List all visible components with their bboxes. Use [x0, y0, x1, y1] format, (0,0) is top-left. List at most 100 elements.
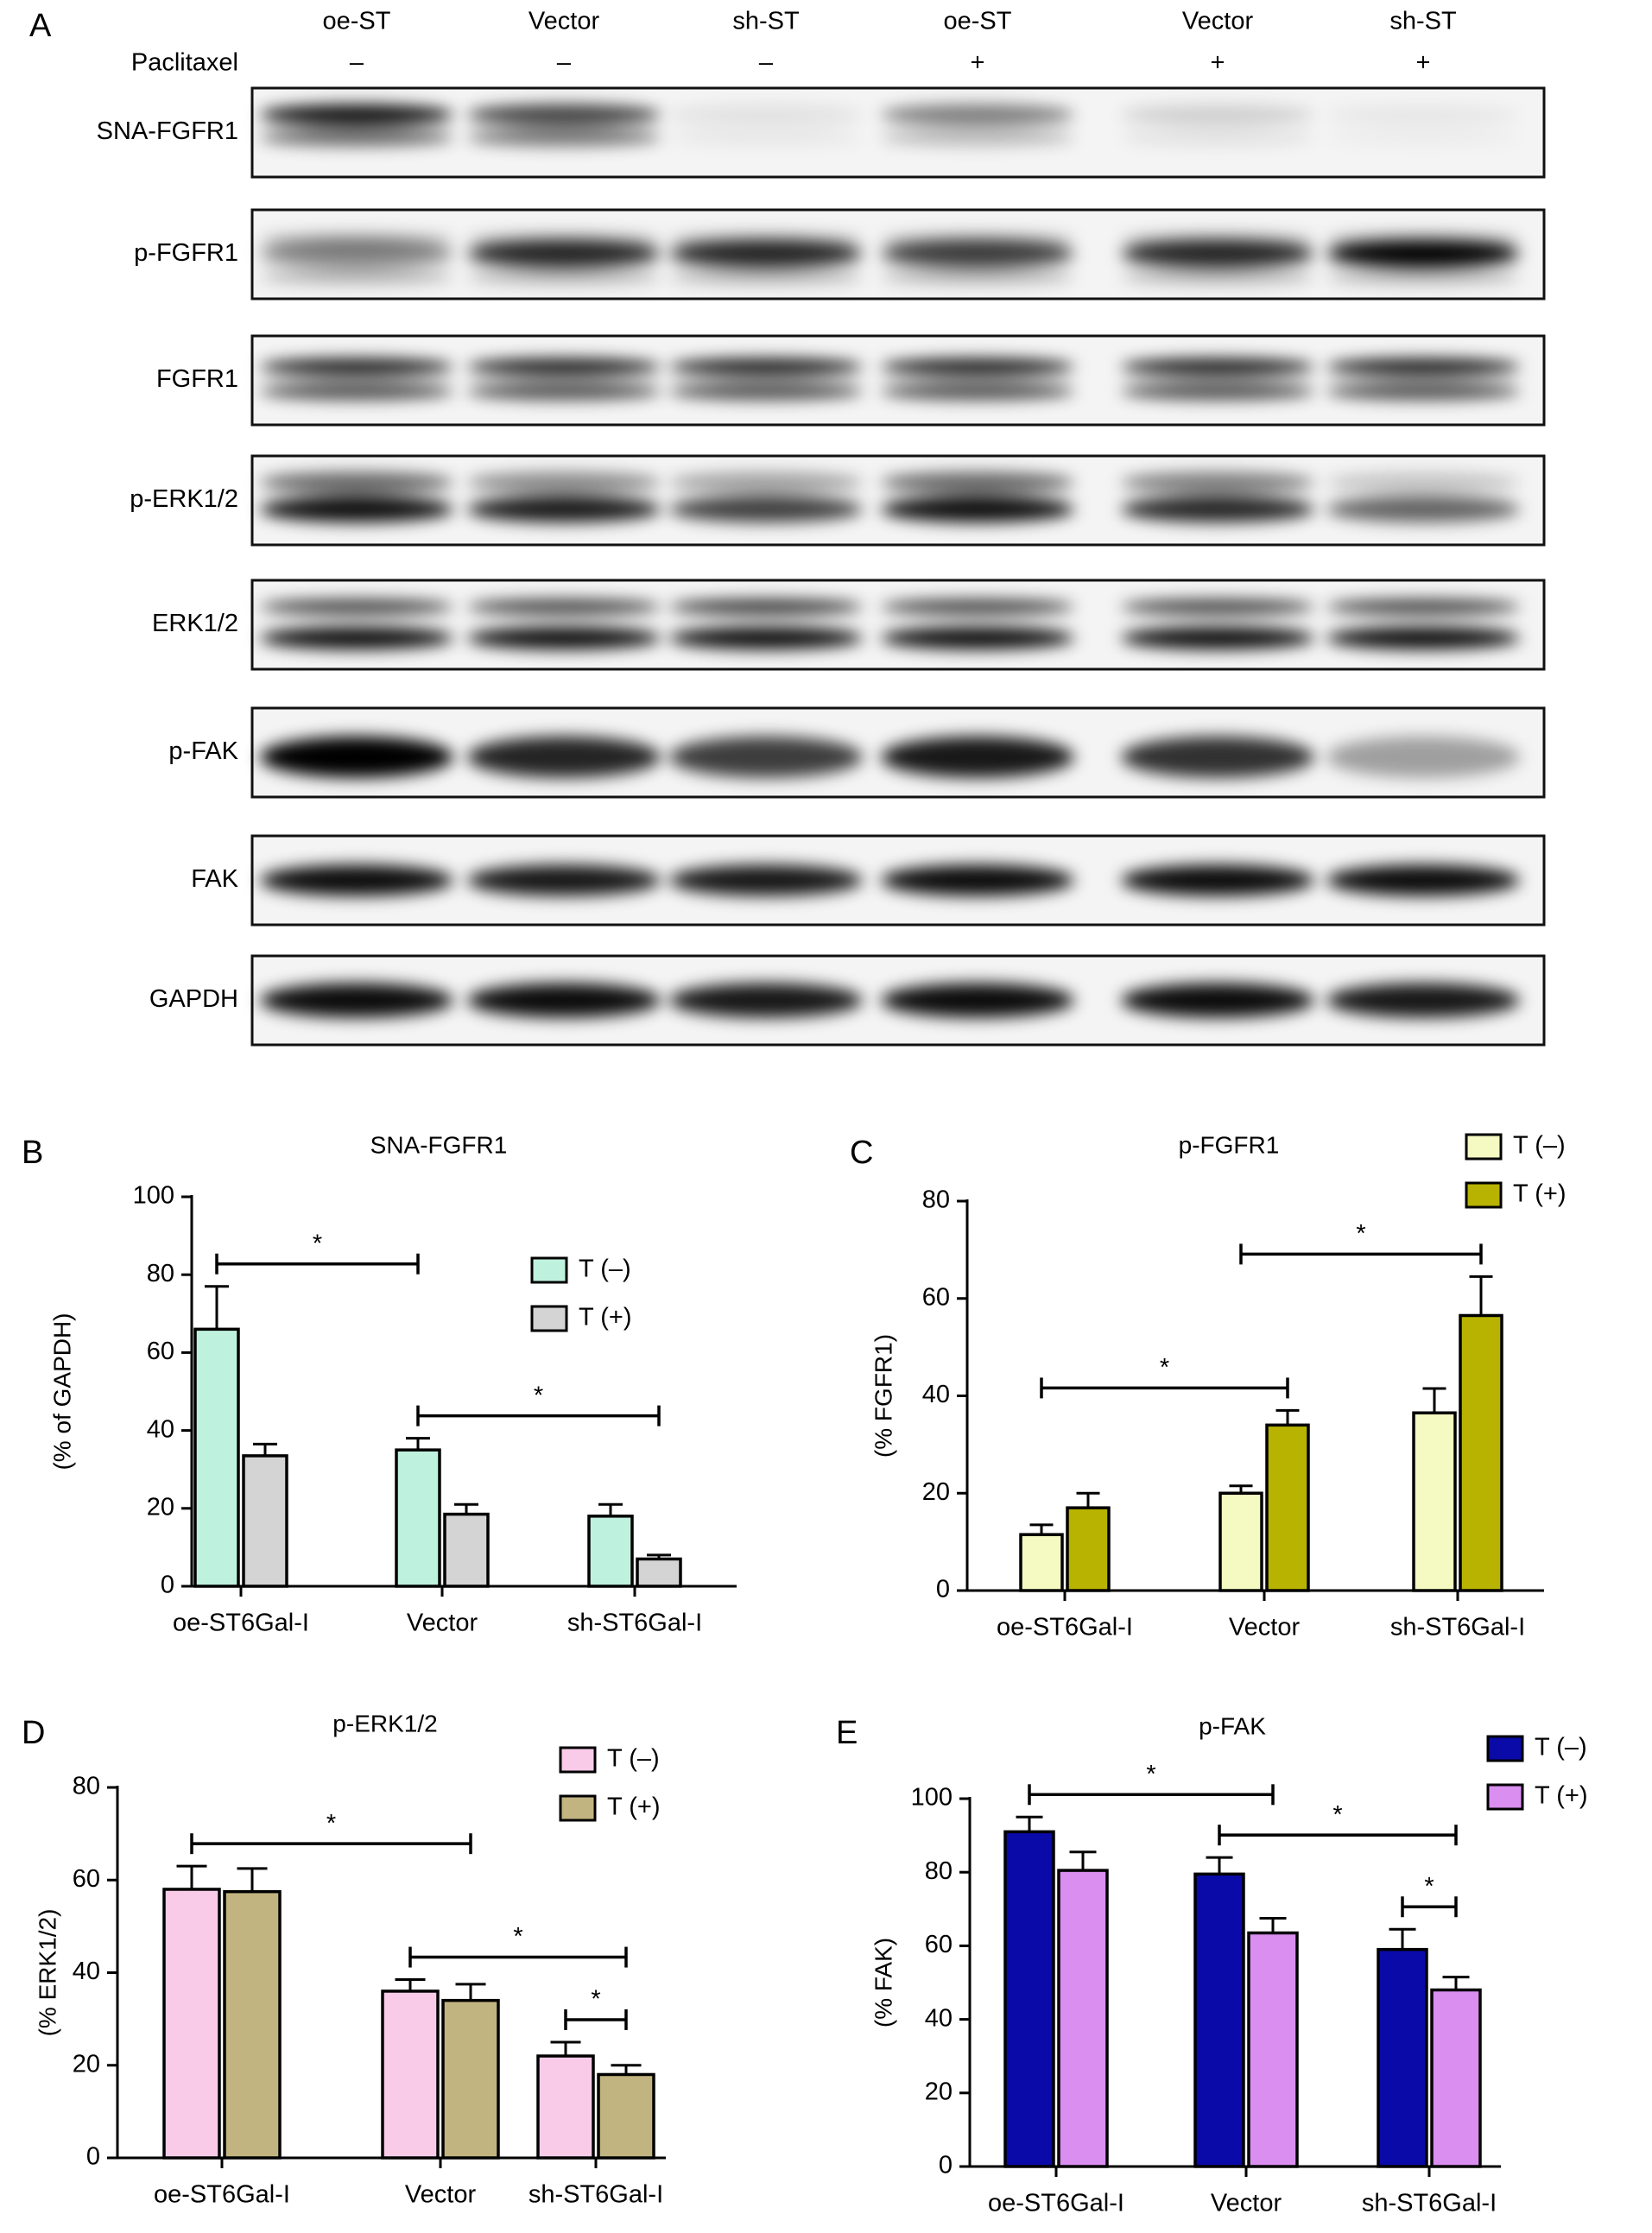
band [1326, 382, 1520, 400]
treatment-sign: – [350, 49, 364, 77]
band [260, 736, 453, 778]
legend-swatch [1465, 1133, 1503, 1161]
band [881, 736, 1074, 778]
lane-label: sh-ST [1389, 8, 1457, 35]
band [881, 269, 1074, 284]
blot-frame [250, 579, 1546, 671]
band [1121, 471, 1314, 493]
x-tick-label: Vector [1211, 2190, 1282, 2217]
x-tick-label: sh-ST6Gal-I [1390, 1614, 1525, 1642]
significance-label: * [513, 1923, 522, 1951]
lane-label: oe-ST [323, 8, 391, 35]
bar [381, 1989, 440, 2160]
band [1326, 496, 1520, 522]
treatment-sign: + [1416, 49, 1431, 77]
panel-label: D [22, 1715, 45, 1751]
significance-label: * [591, 1986, 600, 2014]
band [669, 496, 863, 522]
y-tick-label: 60 [922, 1283, 950, 1311]
legend-label: T (–) [607, 1745, 660, 1773]
bar [1066, 1506, 1111, 1592]
chart-title: p-ERK1/2 [332, 1710, 437, 1736]
legend-swatch [559, 1746, 597, 1774]
band [467, 471, 661, 493]
band [467, 241, 661, 268]
band [1121, 104, 1314, 125]
y-axis-label: (% FGFR1) [870, 1334, 896, 1458]
band [1326, 598, 1520, 615]
x-tick-label: oe-ST6Gal-I [997, 1614, 1133, 1642]
significance-label: * [313, 1230, 322, 1257]
row-label: p-FGFR1 [134, 239, 238, 267]
treatment-sign: + [971, 49, 985, 77]
band [260, 471, 453, 493]
bar [1057, 1869, 1109, 2168]
y-tick-label: 40 [925, 2004, 953, 2032]
band [260, 864, 453, 896]
legend-swatch [1465, 1181, 1503, 1209]
lane-label: sh-ST [732, 8, 800, 35]
band [1326, 864, 1520, 896]
legend-label: T (–) [1535, 1734, 1587, 1762]
bar [536, 2054, 595, 2160]
bar [1193, 1872, 1245, 2168]
row-label: FAK [191, 865, 238, 893]
legend-swatch [530, 1305, 568, 1332]
band [260, 496, 453, 522]
band [669, 128, 863, 146]
legend-label: T (–) [579, 1256, 631, 1283]
row-label: SNA-FGFR1 [97, 117, 238, 145]
bar [162, 1888, 221, 2160]
y-tick-label: 20 [147, 1493, 174, 1521]
chart-title: SNA-FGFR1 [370, 1131, 508, 1158]
legend-label: T (+) [579, 1304, 632, 1332]
band [881, 496, 1074, 522]
legend-label: T (+) [1535, 1782, 1588, 1810]
y-tick-label: 0 [939, 2152, 953, 2179]
x-tick-label: oe-ST6Gal-I [173, 1610, 309, 1637]
significance-label: * [1356, 1220, 1365, 1248]
y-tick-label: 40 [73, 1958, 100, 1985]
band [669, 626, 863, 649]
legend-label: T (–) [1513, 1132, 1566, 1160]
significance-label: * [1160, 1354, 1169, 1382]
blot-bands [260, 233, 1520, 284]
band [669, 983, 863, 1018]
band [669, 864, 863, 896]
bar [1459, 1313, 1503, 1592]
band [1326, 129, 1520, 146]
band [260, 626, 453, 649]
band [467, 358, 661, 376]
bar [1377, 1947, 1428, 2168]
y-tick-label: 100 [911, 1784, 953, 1812]
treatment-label: Paclitaxel [131, 49, 238, 77]
band [881, 983, 1074, 1018]
y-tick-label: 60 [925, 1931, 953, 1958]
band [669, 358, 863, 376]
y-tick-label: 0 [86, 2143, 100, 2171]
band [467, 598, 661, 615]
band [669, 104, 863, 125]
blot-bands [260, 598, 1520, 649]
band [1326, 471, 1520, 493]
band [1326, 104, 1520, 125]
blot-frame [250, 454, 1546, 547]
band [1326, 241, 1520, 268]
y-tick-label: 60 [73, 1865, 100, 1893]
panel-label: A [29, 8, 52, 44]
band [1121, 626, 1314, 649]
bar [395, 1448, 441, 1588]
x-tick-label: Vector [405, 2181, 477, 2209]
band [881, 104, 1074, 125]
band [467, 626, 661, 649]
treatment-sign: – [759, 49, 774, 77]
legend-swatch [559, 1794, 597, 1822]
x-tick-label: Vector [1229, 1614, 1301, 1642]
lane-label: Vector [1182, 8, 1254, 35]
band [881, 128, 1074, 146]
band [467, 864, 661, 896]
blot-bands [260, 983, 1520, 1018]
y-tick-label: 80 [73, 1773, 100, 1800]
blot-frame [250, 334, 1546, 427]
band [881, 382, 1074, 400]
